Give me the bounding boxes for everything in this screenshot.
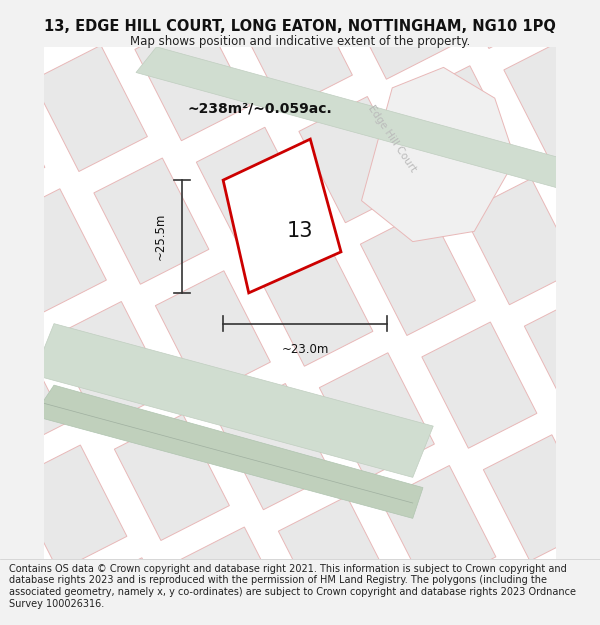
- Polygon shape: [545, 0, 600, 18]
- Polygon shape: [401, 66, 517, 192]
- Polygon shape: [319, 352, 434, 479]
- Polygon shape: [361, 209, 475, 336]
- Polygon shape: [135, 14, 250, 141]
- Polygon shape: [0, 189, 106, 315]
- Polygon shape: [422, 322, 537, 448]
- Polygon shape: [484, 435, 598, 561]
- Text: ~23.0m: ~23.0m: [281, 342, 329, 356]
- Polygon shape: [340, 0, 455, 79]
- Polygon shape: [258, 240, 373, 366]
- Polygon shape: [0, 332, 65, 459]
- Polygon shape: [381, 466, 496, 592]
- Polygon shape: [34, 324, 433, 478]
- Polygon shape: [32, 45, 148, 171]
- Polygon shape: [223, 139, 341, 293]
- Polygon shape: [136, 47, 566, 191]
- Polygon shape: [73, 558, 188, 625]
- Polygon shape: [586, 404, 600, 530]
- Text: ~238m²/~0.059ac.: ~238m²/~0.059ac.: [187, 101, 332, 116]
- Text: Contains OS data © Crown copyright and database right 2021. This information is : Contains OS data © Crown copyright and d…: [9, 564, 576, 609]
- Polygon shape: [0, 589, 86, 625]
- Polygon shape: [12, 445, 127, 571]
- Polygon shape: [442, 578, 557, 625]
- Polygon shape: [0, 76, 45, 202]
- Polygon shape: [176, 527, 291, 625]
- Polygon shape: [361, 68, 515, 242]
- Polygon shape: [0, 219, 4, 346]
- Polygon shape: [0, 0, 86, 59]
- Polygon shape: [115, 414, 229, 541]
- Polygon shape: [217, 384, 332, 510]
- Text: ~25.5m: ~25.5m: [154, 213, 167, 260]
- Text: Map shows position and indicative extent of the property.: Map shows position and indicative extent…: [130, 35, 470, 48]
- Polygon shape: [278, 496, 394, 622]
- Polygon shape: [238, 0, 352, 110]
- Polygon shape: [442, 0, 557, 49]
- Text: 13, EDGE HILL COURT, LONG EATON, NOTTINGHAM, NG10 1PQ: 13, EDGE HILL COURT, LONG EATON, NOTTING…: [44, 19, 556, 34]
- Polygon shape: [34, 385, 423, 518]
- Text: 13: 13: [287, 221, 313, 241]
- Polygon shape: [463, 179, 578, 305]
- Polygon shape: [73, 0, 188, 28]
- Polygon shape: [0, 476, 25, 602]
- Text: Edge Hill Court: Edge Hill Court: [366, 104, 418, 174]
- Polygon shape: [504, 35, 600, 161]
- Polygon shape: [155, 271, 271, 397]
- Polygon shape: [299, 96, 414, 222]
- Polygon shape: [565, 148, 600, 274]
- Polygon shape: [53, 301, 168, 428]
- Polygon shape: [524, 291, 600, 418]
- Polygon shape: [196, 127, 311, 254]
- Polygon shape: [545, 548, 600, 625]
- Polygon shape: [94, 158, 209, 284]
- Polygon shape: [340, 609, 455, 625]
